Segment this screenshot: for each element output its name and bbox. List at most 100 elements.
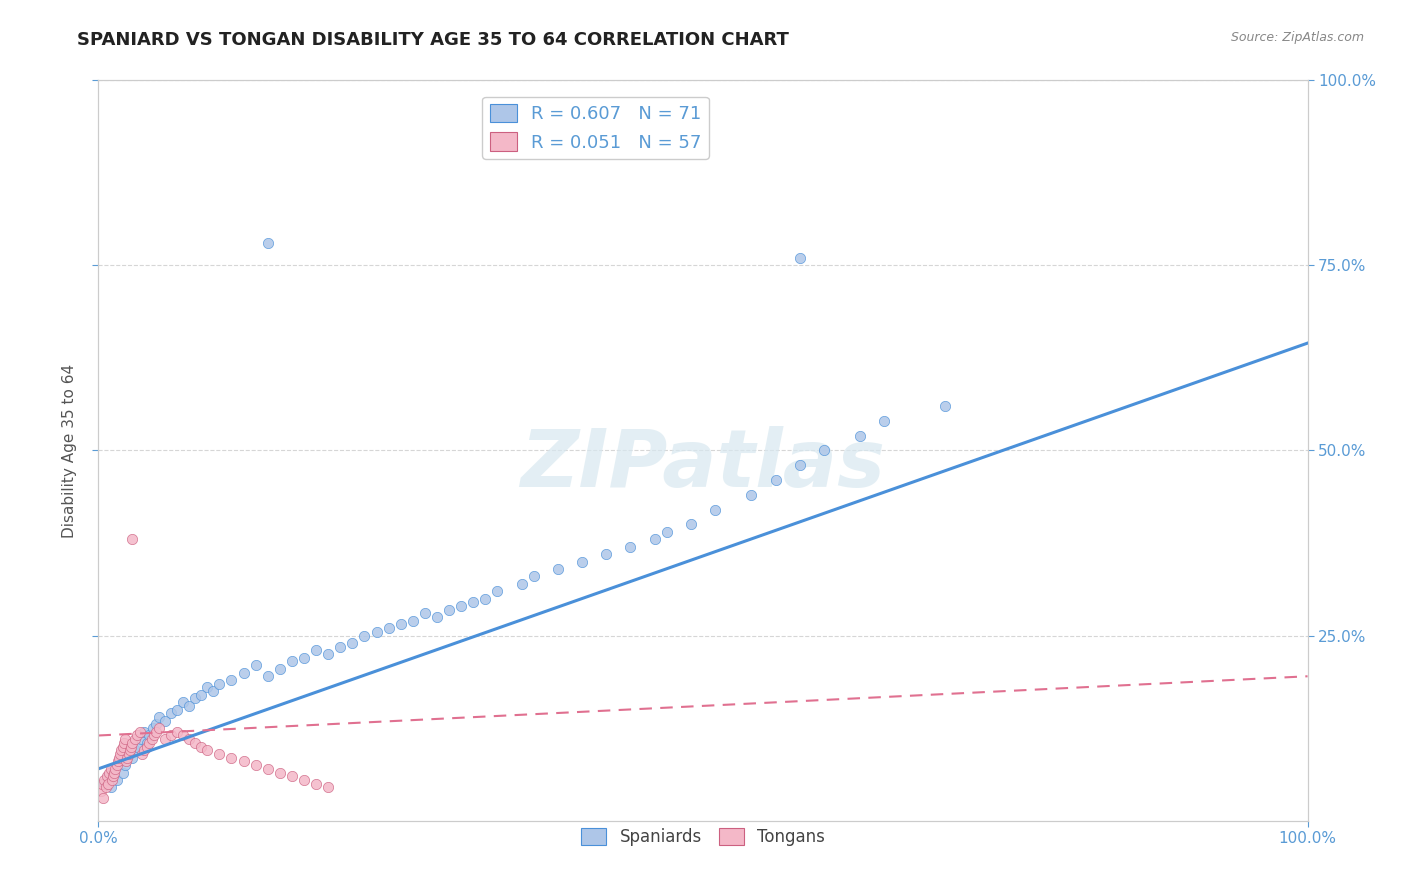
- Point: [813, 443, 835, 458]
- Point: [129, 732, 152, 747]
- Point: [873, 414, 896, 428]
- Point: [114, 758, 136, 772]
- Point: [103, 765, 125, 780]
- Point: [120, 739, 142, 754]
- Point: [117, 750, 139, 764]
- Point: [105, 758, 128, 772]
- Point: [179, 732, 201, 747]
- Point: [179, 698, 201, 713]
- Point: [547, 562, 569, 576]
- Point: [316, 647, 339, 661]
- Point: [208, 747, 231, 761]
- Point: [305, 776, 328, 791]
- Point: [127, 739, 149, 754]
- Point: [118, 743, 141, 757]
- Point: [90, 784, 112, 798]
- Point: [100, 772, 122, 787]
- Point: [474, 591, 496, 606]
- Point: [138, 729, 160, 743]
- Point: [121, 750, 143, 764]
- Point: [366, 624, 388, 639]
- Point: [134, 743, 156, 757]
- Point: [172, 695, 194, 709]
- Point: [256, 236, 278, 251]
- Point: [195, 743, 218, 757]
- Point: [245, 658, 267, 673]
- Point: [111, 739, 134, 754]
- Point: [281, 769, 304, 783]
- Point: [655, 524, 678, 539]
- Point: [679, 517, 702, 532]
- Point: [789, 251, 811, 265]
- Point: [110, 743, 132, 757]
- Point: [292, 650, 315, 665]
- Text: ZIPatlas: ZIPatlas: [520, 426, 886, 504]
- Point: [256, 669, 278, 683]
- Point: [100, 780, 122, 795]
- Point: [93, 772, 115, 787]
- Point: [166, 724, 188, 739]
- Point: [153, 714, 176, 728]
- Point: [97, 769, 120, 783]
- Point: [96, 769, 118, 783]
- Point: [97, 776, 120, 791]
- Point: [111, 765, 134, 780]
- Point: [121, 533, 143, 547]
- Point: [789, 458, 811, 473]
- Point: [269, 765, 291, 780]
- Point: [100, 762, 122, 776]
- Text: SPANIARD VS TONGAN DISABILITY AGE 35 TO 64 CORRELATION CHART: SPANIARD VS TONGAN DISABILITY AGE 35 TO …: [77, 31, 789, 49]
- Point: [486, 584, 509, 599]
- Point: [118, 747, 141, 761]
- Legend: Spaniards, Tongans: Spaniards, Tongans: [575, 822, 831, 853]
- Point: [112, 736, 135, 750]
- Point: [141, 732, 163, 747]
- Point: [402, 614, 425, 628]
- Point: [389, 617, 412, 632]
- Point: [148, 721, 170, 735]
- Point: [208, 676, 231, 690]
- Point: [134, 724, 156, 739]
- Point: [740, 488, 762, 502]
- Point: [190, 688, 212, 702]
- Point: [353, 628, 375, 642]
- Point: [232, 755, 254, 769]
- Point: [91, 791, 114, 805]
- Point: [124, 732, 146, 747]
- Point: [190, 739, 212, 754]
- Point: [115, 755, 138, 769]
- Point: [426, 610, 449, 624]
- Point: [523, 569, 546, 583]
- Point: [138, 736, 160, 750]
- Point: [644, 533, 666, 547]
- Point: [849, 428, 872, 442]
- Point: [316, 780, 339, 795]
- Point: [437, 602, 460, 616]
- Point: [510, 576, 533, 591]
- Point: [148, 710, 170, 724]
- Point: [101, 769, 124, 783]
- Point: [172, 729, 194, 743]
- Point: [98, 765, 121, 780]
- Point: [104, 762, 127, 776]
- Point: [121, 736, 143, 750]
- Text: Source: ZipAtlas.com: Source: ZipAtlas.com: [1230, 31, 1364, 45]
- Point: [145, 717, 167, 731]
- Point: [184, 691, 207, 706]
- Point: [145, 724, 167, 739]
- Point: [292, 772, 315, 787]
- Point: [166, 703, 188, 717]
- Point: [101, 762, 124, 776]
- Point: [108, 747, 131, 761]
- Point: [704, 502, 727, 516]
- Point: [329, 640, 352, 654]
- Point: [342, 636, 364, 650]
- Point: [143, 729, 166, 743]
- Point: [135, 739, 157, 754]
- Point: [221, 673, 243, 687]
- Point: [571, 555, 593, 569]
- Point: [108, 755, 131, 769]
- Point: [450, 599, 472, 613]
- Y-axis label: Disability Age 35 to 64: Disability Age 35 to 64: [62, 363, 77, 538]
- Point: [377, 621, 399, 635]
